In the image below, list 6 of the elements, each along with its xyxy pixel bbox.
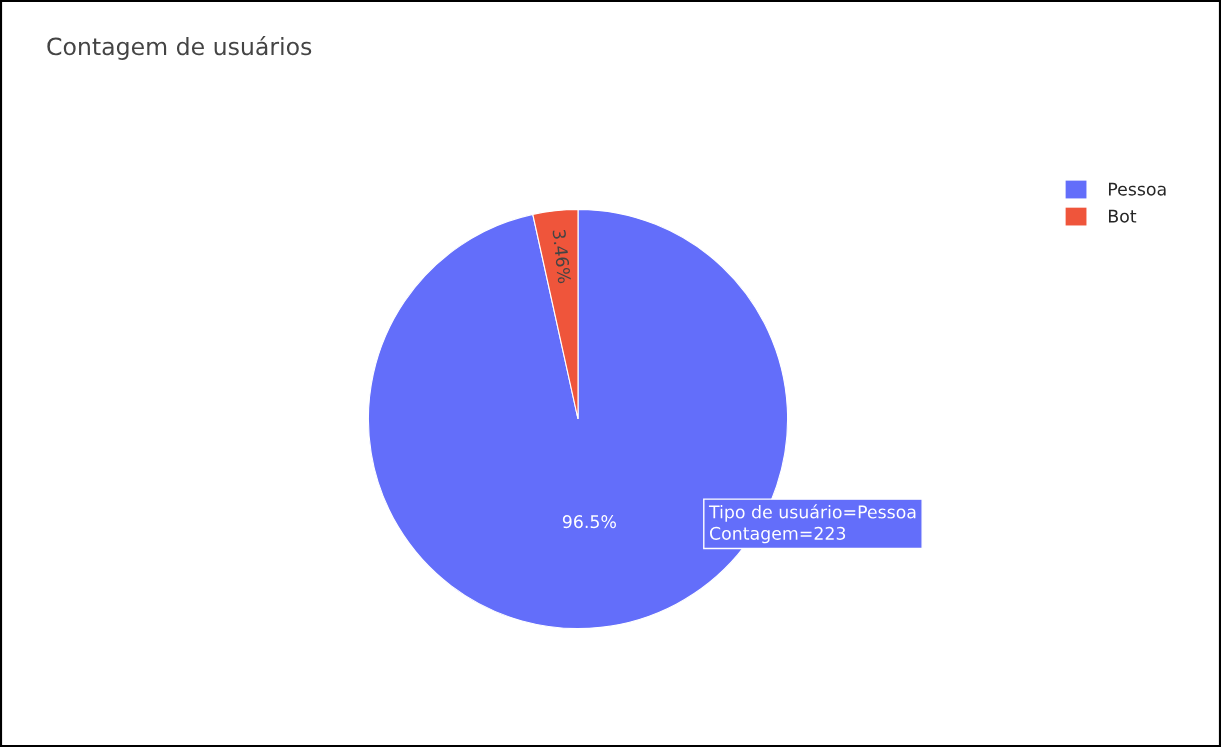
chart-title: Contagem de usuários <box>47 36 312 60</box>
data-label: 96.5% <box>562 515 616 529</box>
legend-label: Pessoa <box>1109 182 1166 196</box>
data-label: 3.46% <box>552 229 572 284</box>
text: Tipo de usuário=Pessoa Contagem=223 <box>708 504 916 544</box>
legend-label: Bot <box>1109 209 1137 223</box>
